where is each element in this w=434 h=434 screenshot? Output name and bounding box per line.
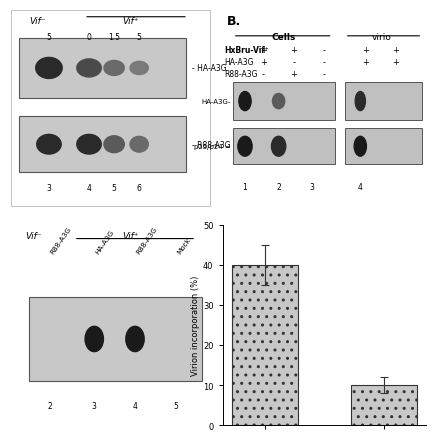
Ellipse shape [85,326,103,352]
Text: HA-A3G: HA-A3G [94,229,115,255]
Text: +: + [361,46,368,55]
FancyBboxPatch shape [232,83,334,121]
Text: -: - [261,70,264,79]
Text: 4: 4 [86,184,91,193]
FancyBboxPatch shape [344,129,421,165]
Bar [231,265,297,425]
Ellipse shape [130,62,148,76]
Ellipse shape [36,58,62,79]
Text: Vif⁻: Vif⁻ [29,16,46,26]
FancyBboxPatch shape [11,11,210,207]
Text: +: + [259,58,266,67]
Text: 2: 2 [47,401,52,410]
Text: +: + [361,58,368,67]
Ellipse shape [130,137,148,153]
Text: - R88-A3G: - R88-A3G [191,141,230,149]
Text: 4: 4 [132,401,137,410]
Text: 5: 5 [112,184,116,193]
Text: Cells: Cells [271,33,295,42]
Text: 6: 6 [136,184,141,193]
Text: Mock: Mock [175,236,191,255]
Ellipse shape [237,137,252,157]
Text: HA-A3G: HA-A3G [224,58,253,67]
Ellipse shape [104,136,124,153]
FancyBboxPatch shape [344,83,421,121]
Ellipse shape [125,326,144,352]
Text: -: - [292,58,295,67]
Text: 3: 3 [309,183,314,192]
Ellipse shape [104,61,124,76]
Ellipse shape [271,137,285,157]
Text: Vif⁻: Vif⁻ [25,231,41,240]
Text: HA-A3G-: HA-A3G- [201,99,230,105]
Ellipse shape [272,94,284,109]
Text: virio: virio [371,33,391,42]
Text: R88-A3G: R88-A3G [135,226,158,255]
FancyBboxPatch shape [19,117,185,173]
Text: +: + [290,46,297,55]
Text: 3: 3 [92,401,96,410]
Ellipse shape [238,92,250,112]
Ellipse shape [353,137,365,157]
Y-axis label: Virion incorporation (%): Virion incorporation (%) [191,275,200,375]
Text: +: + [259,46,266,55]
Text: R88-A3G: R88-A3G [49,226,72,255]
Text: -: - [322,70,325,79]
Ellipse shape [77,60,101,78]
Text: Vif⁺: Vif⁺ [122,231,139,240]
Text: -: - [322,46,325,55]
FancyBboxPatch shape [29,297,202,381]
Text: +: + [290,70,297,79]
Ellipse shape [77,135,101,155]
Text: 5: 5 [173,401,178,410]
Text: HxBru-Vif⁺: HxBru-Vif⁺ [224,46,269,55]
Ellipse shape [36,135,61,155]
Text: +: + [391,46,398,55]
Text: - HA-A3G: - HA-A3G [191,64,226,73]
Text: -: - [322,58,325,67]
FancyBboxPatch shape [232,129,334,165]
Text: 5: 5 [136,33,141,42]
Text: p25/p24 =: p25/p24 = [194,144,230,150]
Bar [351,385,416,425]
Ellipse shape [355,92,365,112]
Text: +: + [391,58,398,67]
Text: 1.5: 1.5 [108,33,120,42]
Text: 4: 4 [357,183,362,192]
Text: 1: 1 [242,183,247,192]
FancyBboxPatch shape [19,39,185,99]
Text: 3: 3 [46,184,51,193]
Text: 5: 5 [46,33,51,42]
Text: B.: B. [226,15,240,28]
Text: 2: 2 [276,183,280,192]
Text: 0: 0 [86,33,91,42]
Text: Vif⁺: Vif⁺ [122,16,139,26]
Text: R88-A3G: R88-A3G [224,70,257,79]
